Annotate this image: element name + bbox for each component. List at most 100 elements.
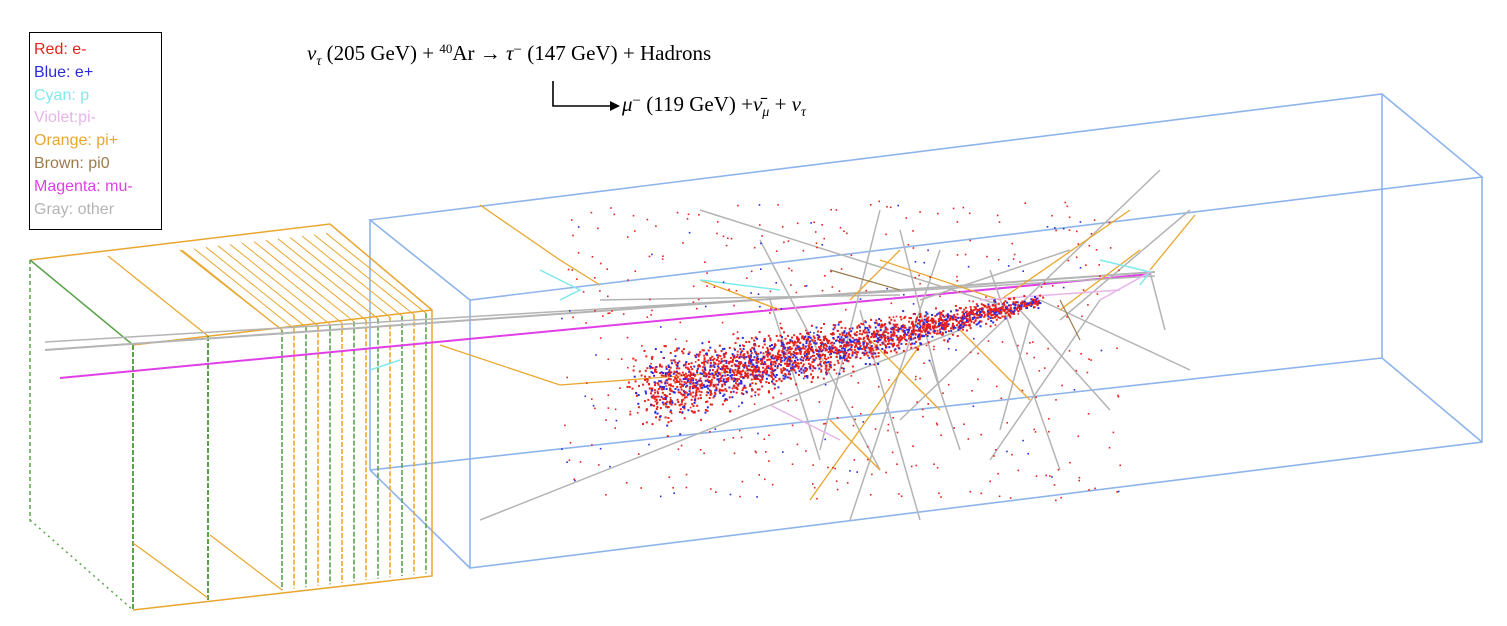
shower-hit	[956, 335, 959, 337]
shower-hit	[831, 344, 834, 347]
shower-hit	[895, 351, 898, 354]
shower-hit	[935, 307, 937, 310]
shower-hit	[1036, 302, 1039, 305]
shower-hit	[805, 375, 808, 377]
shower-hit	[982, 304, 985, 306]
shower-hit	[680, 393, 683, 395]
shower-hit	[848, 353, 851, 356]
shower-hit	[892, 331, 895, 334]
legend-item-muon: Magenta: mu-	[34, 177, 133, 195]
shower-hit	[806, 338, 809, 341]
shower-hit	[854, 351, 857, 354]
shower-hit	[712, 385, 715, 387]
shower-hit	[689, 406, 692, 409]
shower-hit	[669, 366, 672, 369]
shower-hit	[789, 356, 792, 359]
other-track	[819, 209, 881, 451]
shower-hit	[634, 380, 637, 383]
shower-hit	[698, 364, 701, 367]
shower-hit	[863, 354, 866, 356]
shower-hit	[674, 371, 677, 374]
shower-hit	[749, 356, 752, 359]
shower-hit	[813, 341, 816, 344]
shower-hit	[707, 349, 710, 352]
shower-hit	[654, 410, 657, 413]
shower-hit	[797, 340, 800, 343]
shower-hit	[1004, 300, 1007, 303]
shower-hit	[651, 396, 654, 399]
shower-hit	[1024, 202, 1026, 204]
shower-hit	[861, 333, 864, 336]
shower-hit	[748, 356, 751, 359]
shower-hit	[888, 346, 891, 349]
shower-hit	[715, 373, 717, 376]
shower-hit	[829, 361, 832, 364]
shower-hit	[755, 357, 758, 360]
shower-hit	[851, 354, 854, 357]
shower-hit	[745, 372, 747, 375]
shower-hit	[828, 347, 831, 350]
shower-hit	[749, 373, 752, 376]
shower-hit	[793, 365, 796, 368]
shower-hit	[759, 379, 762, 382]
shower-hit	[697, 355, 700, 358]
shower-hit	[645, 355, 648, 358]
shower-hit	[659, 385, 662, 388]
shower-hit	[645, 408, 648, 411]
shower-hit	[992, 308, 995, 311]
shower-hit	[735, 391, 738, 394]
shower-hit	[717, 383, 720, 386]
shower-hit	[947, 383, 950, 386]
shower-hit	[696, 367, 699, 370]
shower-hit	[842, 341, 845, 343]
shower-hit	[903, 329, 906, 332]
shower-hit	[807, 333, 810, 336]
shower-hit	[1117, 396, 1120, 398]
shower-hit	[821, 244, 824, 246]
shower-hit	[940, 496, 942, 498]
shower-hit	[705, 305, 707, 308]
shower-hit	[709, 394, 712, 396]
shower-hit	[689, 372, 692, 375]
shower-hit	[822, 346, 825, 349]
shower-hit	[942, 314, 945, 317]
shower-hit	[692, 387, 694, 390]
shower-hit	[1003, 304, 1006, 307]
shower-hit	[1035, 297, 1038, 300]
pion-zero-track	[829, 269, 901, 291]
shower-hit	[780, 341, 783, 344]
shower-hit	[674, 355, 677, 358]
shower-hit	[1116, 347, 1118, 350]
shower-hit	[918, 323, 921, 326]
shower-hit	[736, 360, 739, 363]
shower-hit	[914, 276, 917, 279]
shower-hit	[847, 341, 850, 344]
shower-hit	[819, 342, 822, 344]
shower-hit	[658, 380, 661, 383]
shower-hit	[974, 319, 977, 322]
shower-hit	[945, 314, 948, 317]
shower-hit	[625, 482, 628, 484]
shower-hit	[767, 366, 770, 369]
shower-hit	[757, 378, 760, 381]
shower-hit	[679, 433, 682, 436]
shower-hit	[886, 287, 888, 290]
shower-hit	[993, 312, 996, 315]
pion-plus-track	[959, 329, 1031, 401]
shower-hit	[890, 335, 893, 338]
shower-hit	[680, 374, 683, 377]
shower-hit	[1079, 221, 1082, 223]
shower-hit	[724, 398, 727, 400]
shower-hit	[836, 417, 839, 419]
shower-hit	[704, 261, 706, 263]
shower-hit	[668, 371, 671, 374]
shower-hit	[746, 376, 749, 379]
shower-hit	[784, 375, 787, 378]
shower-hit	[780, 371, 783, 374]
shower-hit	[995, 449, 997, 451]
shower-hit	[791, 336, 793, 339]
shower-hit	[914, 332, 917, 335]
shower-hit	[759, 370, 762, 373]
shower-hit	[856, 351, 859, 354]
shower-hit	[895, 335, 898, 338]
